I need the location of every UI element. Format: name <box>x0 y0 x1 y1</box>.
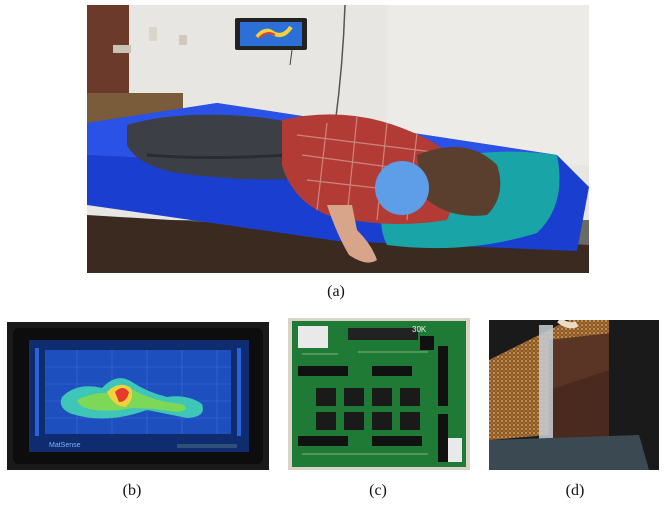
face-privacy-mask <box>375 161 429 215</box>
caption-d: (d) <box>565 482 585 499</box>
caption-b: (b) <box>122 482 142 499</box>
heatmap-icon <box>45 350 231 434</box>
photo-b-tablet-heatmap: MatSense <box>7 322 269 470</box>
photo-c-circuit-board: 30K <box>288 318 470 470</box>
caption-c: (c) <box>369 482 387 499</box>
pcb-chip-icon <box>298 326 462 462</box>
wall-tablet-icon <box>235 18 307 66</box>
tablet-brand-text: MatSense <box>49 442 81 449</box>
sensor-fabric-icon <box>489 320 659 470</box>
caption-a: (a) <box>327 283 345 300</box>
photo-d-sensor-fabric <box>489 320 659 470</box>
photo-a-person-on-mattress <box>87 5 589 273</box>
board-label: 30K <box>412 325 427 334</box>
